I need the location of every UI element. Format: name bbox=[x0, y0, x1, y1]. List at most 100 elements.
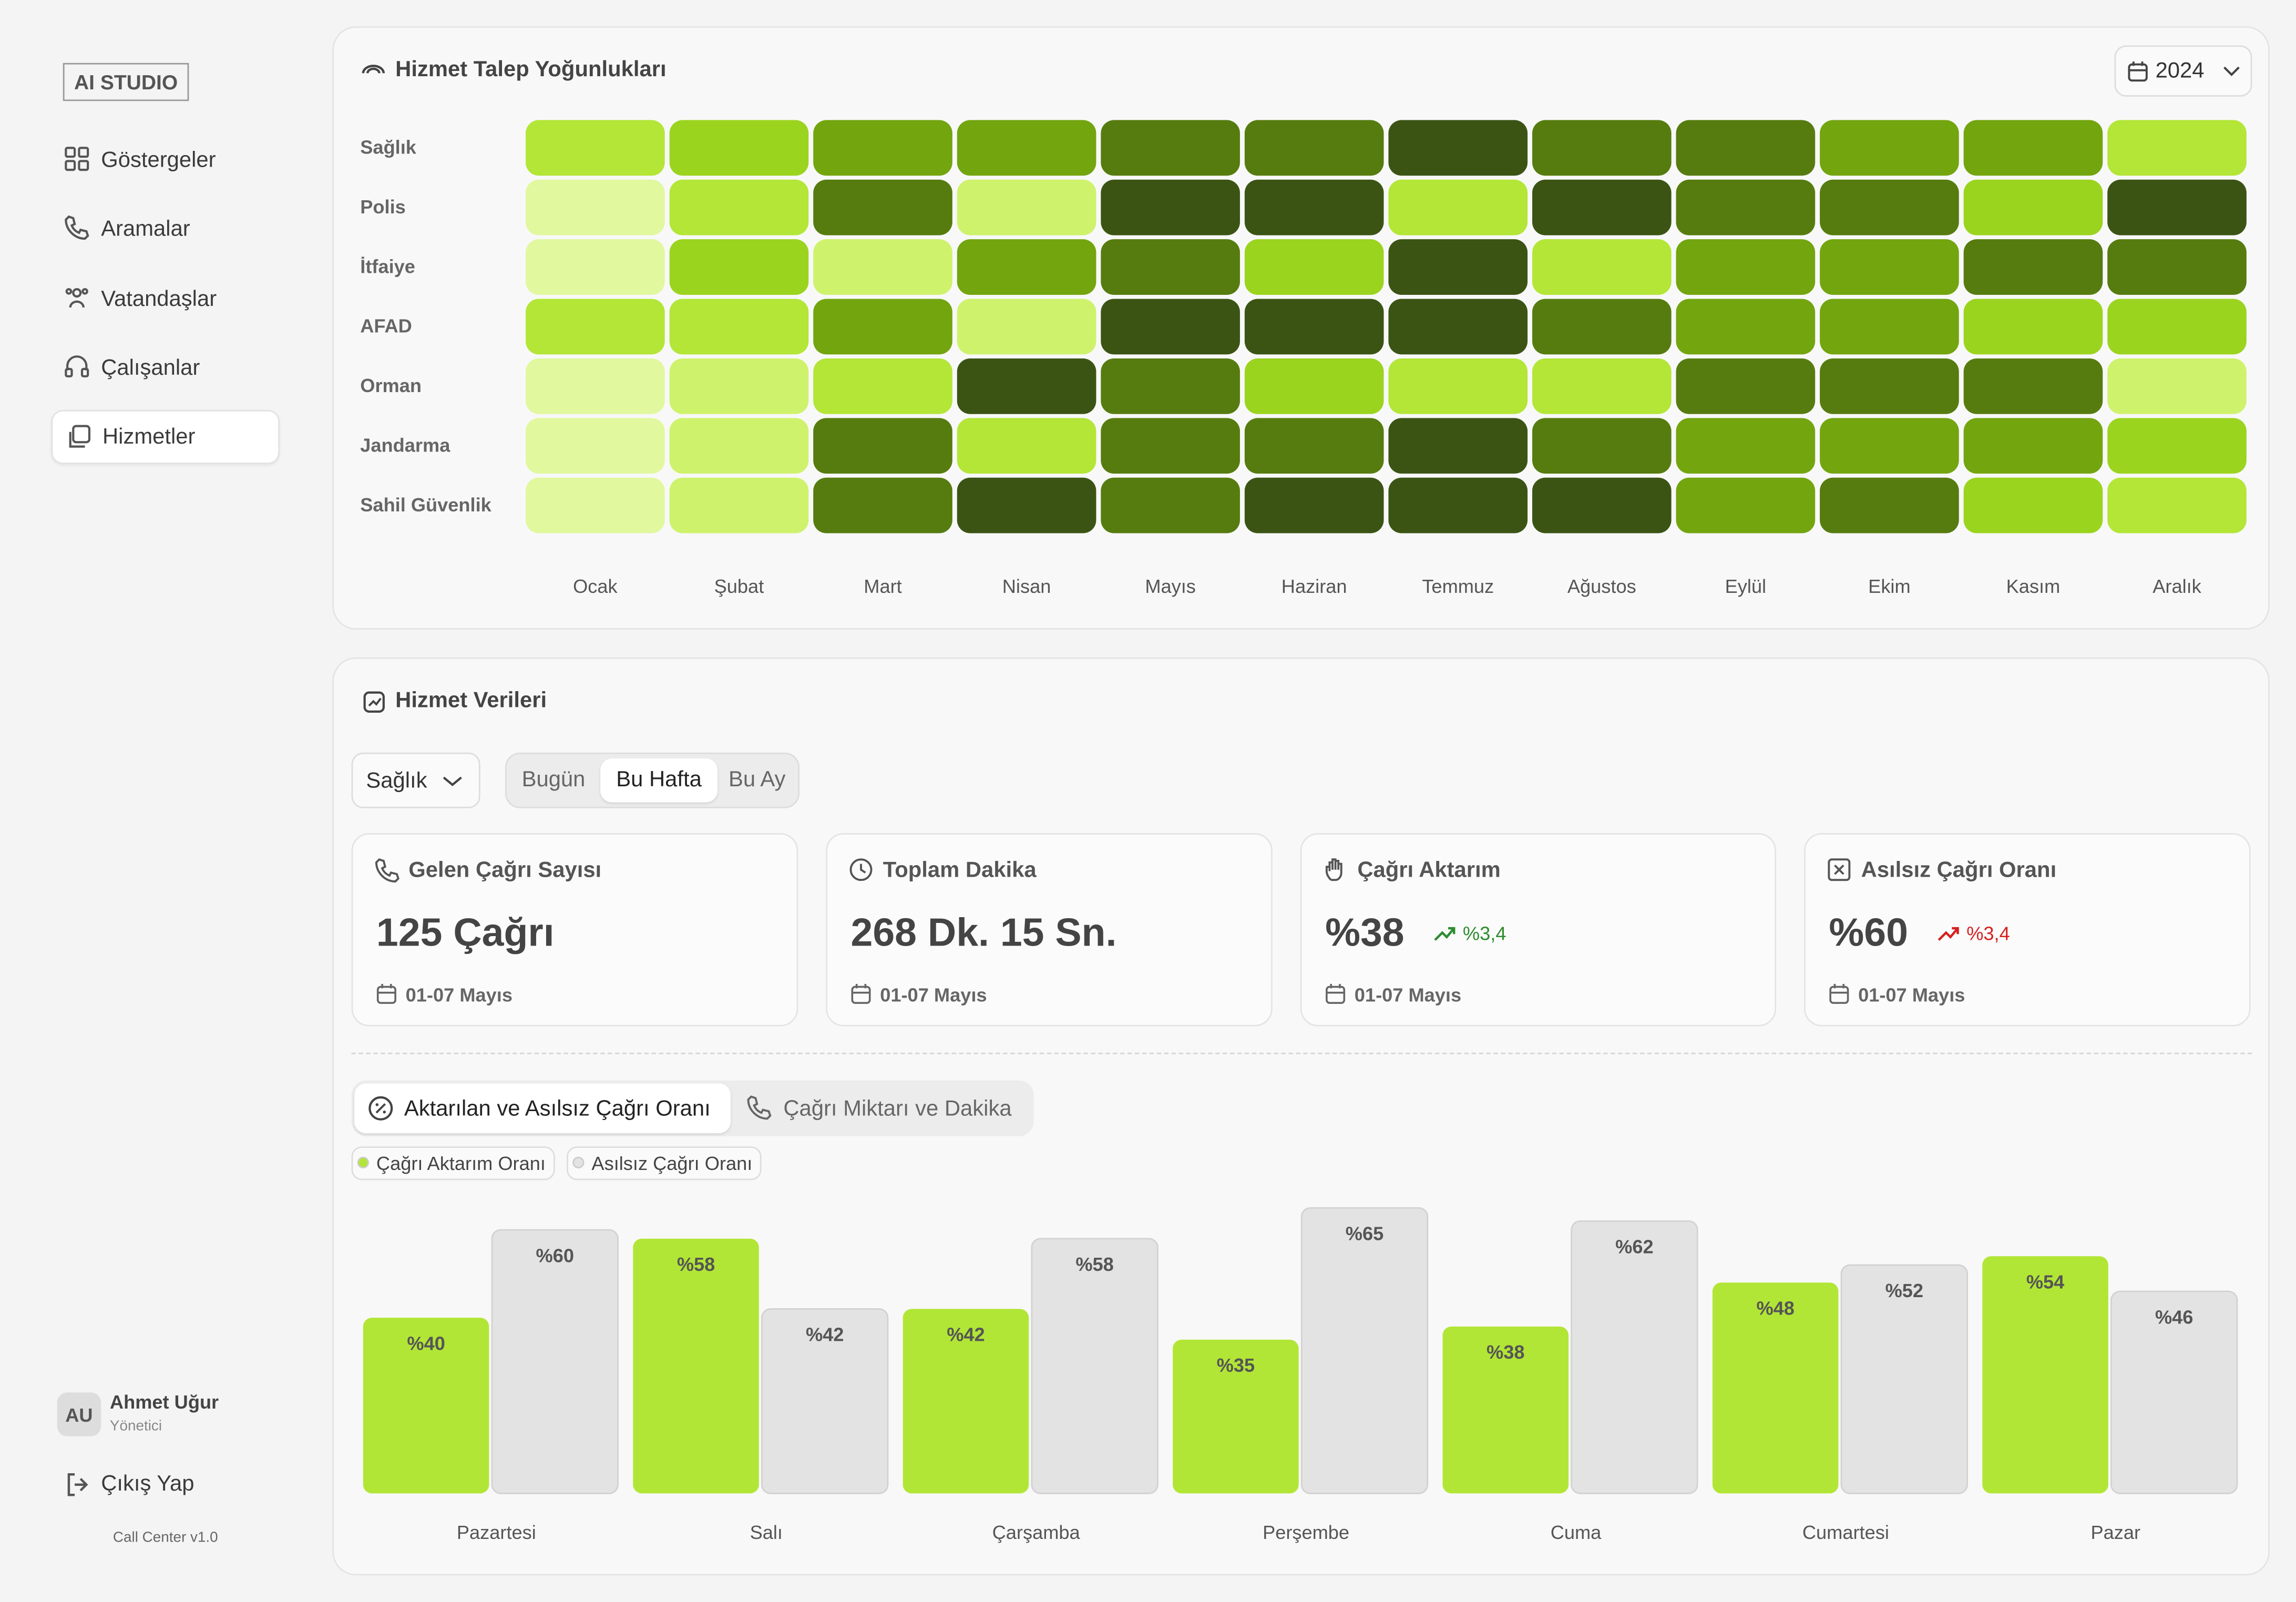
user-role: Yönetici bbox=[109, 1419, 162, 1435]
heat-cell bbox=[957, 120, 1096, 176]
user-name: Ahmet Uğur bbox=[109, 1391, 219, 1413]
heat-cell bbox=[669, 358, 809, 414]
nav-item[interactable]: Çalışanlar bbox=[51, 341, 280, 395]
heat-cell bbox=[669, 299, 809, 355]
heat-cell bbox=[813, 179, 952, 235]
heat-cell bbox=[1532, 418, 1672, 474]
chart-tab[interactable]: Aktarılan ve Asılsız Çağrı Oranı bbox=[354, 1083, 731, 1134]
heat-cell bbox=[526, 239, 665, 295]
heat-cell bbox=[1676, 477, 1816, 533]
card-date: 01-07 Mayıs bbox=[1858, 983, 1965, 1006]
value-label: %65 bbox=[1346, 1223, 1383, 1244]
calendar-icon bbox=[851, 983, 871, 1004]
filter-select[interactable]: Sağlık bbox=[351, 752, 480, 808]
value-label: %58 bbox=[1075, 1254, 1113, 1275]
heatmap: Sağlık Polis İtfaiye AFAD Orman Jandarma Sahil… bbox=[360, 120, 2247, 597]
nav-icon bbox=[65, 215, 89, 240]
stat-card: Çağrı Aktarım %38 %3,4 01-07 Mayıs bbox=[1300, 833, 1777, 1026]
value-label: %52 bbox=[1885, 1280, 1923, 1301]
x-tick-label: Cuma bbox=[1551, 1522, 1602, 1543]
nav-item[interactable]: Göstergeler bbox=[51, 133, 280, 187]
heat-cell bbox=[1388, 418, 1528, 474]
logout[interactable]: Çıkış Yap bbox=[101, 1471, 194, 1496]
heat-cell bbox=[669, 418, 809, 474]
nav-item[interactable]: Aramalar bbox=[51, 202, 280, 256]
heat-cell bbox=[813, 239, 952, 295]
heat-cell bbox=[1388, 120, 1528, 176]
heat-cell bbox=[1101, 179, 1240, 235]
value-label: %54 bbox=[2026, 1271, 2064, 1292]
bar bbox=[363, 1318, 489, 1494]
card-date: 01-07 Mayıs bbox=[880, 983, 987, 1006]
bar bbox=[2110, 1290, 2238, 1494]
value-label: %42 bbox=[806, 1324, 844, 1346]
heat-cell bbox=[1963, 120, 2103, 176]
heat-cell bbox=[2107, 239, 2247, 295]
row-label: Orman bbox=[360, 375, 422, 396]
divider bbox=[351, 1052, 2252, 1054]
column-label: Temmuz bbox=[1422, 576, 1494, 597]
heat-cell bbox=[526, 299, 665, 355]
bar bbox=[491, 1229, 619, 1494]
x-tick-label: Salı bbox=[750, 1522, 783, 1543]
legend-item[interactable]: Çağrı Aktarım Oranı bbox=[351, 1146, 555, 1180]
heat-cell bbox=[1532, 299, 1672, 355]
heat-cell bbox=[669, 477, 809, 533]
logout-icon bbox=[67, 1473, 88, 1496]
period-tabs: Bugün Bu Hafta Bu Ay bbox=[505, 752, 800, 808]
year-select[interactable]: 2024 bbox=[2114, 45, 2252, 97]
card-value: %60 bbox=[1829, 910, 1908, 955]
value-label: %35 bbox=[1217, 1354, 1255, 1376]
heat-cell bbox=[957, 239, 1096, 295]
heat-cell bbox=[1676, 239, 1816, 295]
x-tick-label: Çarşamba bbox=[992, 1522, 1081, 1543]
period-tab[interactable]: Bugün bbox=[521, 767, 586, 793]
chart-tab[interactable]: Çağrı Miktarı ve Dakika bbox=[734, 1083, 1028, 1133]
chart-tabs: Aktarılan ve Asılsız Çağrı Oranı Çağrı Mi… bbox=[351, 1080, 1034, 1136]
heat-cell bbox=[1820, 299, 1959, 355]
row-label: Jandarma bbox=[360, 434, 450, 456]
heat-cell bbox=[1676, 179, 1816, 235]
column-label: Şubat bbox=[714, 576, 764, 597]
legend-item[interactable]: Asılsız Çağrı Oranı bbox=[567, 1146, 762, 1180]
legend-label: Çağrı Aktarım Oranı bbox=[376, 1152, 546, 1175]
title-icon bbox=[363, 691, 385, 713]
heat-cell bbox=[1101, 358, 1240, 414]
nav-label: Hizmetler bbox=[102, 425, 196, 450]
bar bbox=[633, 1238, 759, 1494]
x-tick-label: Pazartesi bbox=[457, 1522, 536, 1543]
filter: Sağlık bbox=[366, 768, 427, 794]
nav-item[interactable]: Vatandaşlar bbox=[51, 272, 280, 326]
card-change: %3,4 bbox=[1462, 922, 1506, 944]
stat-card: Toplam Dakika 268 Dk. 15 Sn. 01-07 Mayıs bbox=[826, 833, 1273, 1026]
card-date: 01-07 Mayıs bbox=[405, 983, 512, 1006]
heat-cell bbox=[526, 477, 665, 533]
tab-label: Aktarılan ve Asılsız Çağrı Oranı bbox=[404, 1096, 711, 1122]
value-label: %58 bbox=[677, 1254, 715, 1275]
value-label: %48 bbox=[1756, 1298, 1794, 1319]
period-tab[interactable]: Bu Ay bbox=[728, 767, 786, 793]
heat-cell bbox=[669, 120, 809, 176]
column-label: Eylül bbox=[1725, 576, 1766, 597]
chevron bbox=[443, 776, 462, 786]
card-value: 268 Dk. 15 Sn. bbox=[850, 910, 1117, 955]
x-tick-label: Perşembe bbox=[1263, 1522, 1349, 1543]
card-change: %3,4 bbox=[1966, 922, 2010, 944]
heat-cell bbox=[813, 299, 952, 355]
logo: AI STUDIO bbox=[63, 63, 189, 101]
trend-icon bbox=[1938, 927, 1959, 941]
period-tab[interactable]: Bu Hafta bbox=[600, 758, 718, 803]
nav-item[interactable]: Hizmetler bbox=[51, 410, 280, 465]
column-label: Ocak bbox=[573, 576, 618, 597]
heat-cell bbox=[526, 418, 665, 474]
bar bbox=[903, 1309, 1029, 1494]
heat-cell bbox=[1101, 477, 1240, 533]
card-value: %38 bbox=[1325, 910, 1405, 955]
heat-cell bbox=[957, 477, 1096, 533]
legend-swatch bbox=[357, 1156, 369, 1168]
heat-cell bbox=[1244, 358, 1384, 414]
avatar: AU bbox=[57, 1392, 101, 1436]
heat-cell bbox=[1963, 477, 2103, 533]
row-label: AFAD bbox=[360, 315, 412, 337]
